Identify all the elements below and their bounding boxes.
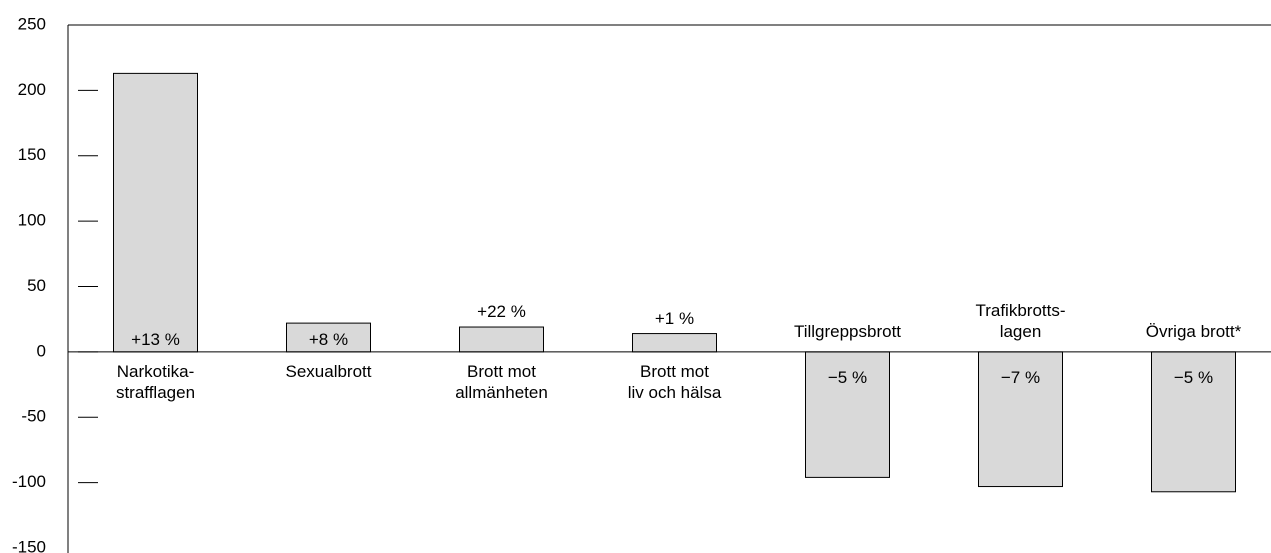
y-tick-label: 100 [18,211,46,230]
x-tick-label: Brott mot allmänheten [455,361,548,402]
y-tick-label: -150 [12,537,46,553]
x-tick-label: Övriga brott* [1145,321,1242,341]
bar [632,333,717,353]
bar [805,351,890,478]
x-tick-label: Brott mot liv och hälsa [627,361,722,402]
x-tick-label: Sexualbrott [285,361,372,381]
y-tick-label: 50 [27,276,46,295]
y-tick-label: 0 [37,341,46,360]
bar-annotation: +1 % [654,308,695,328]
y-tick-label: 250 [18,14,46,33]
y-tick-label: 150 [18,145,46,164]
y-tick-label: -100 [12,472,46,491]
bar-annotation: −7 % [1000,367,1041,387]
bar [978,351,1063,488]
bar [459,326,544,353]
bar [1151,351,1236,493]
bar-annotation: +8 % [308,329,349,349]
x-tick-label: Trafikbrotts- lagen [975,300,1066,341]
bar [286,322,371,353]
x-tick-label: Tillgreppsbrott [793,321,902,341]
bar-annotation: +22 % [477,302,526,322]
bar-annotation: −5 % [1173,367,1214,387]
bar-annotation: −5 % [827,367,868,387]
y-tick-label: -50 [21,407,46,426]
y-tick-label: 200 [18,80,46,99]
bar [113,72,198,353]
x-tick-label: Narkotika- strafflagen [115,361,196,402]
bar-annotation: +13 % [131,329,180,349]
